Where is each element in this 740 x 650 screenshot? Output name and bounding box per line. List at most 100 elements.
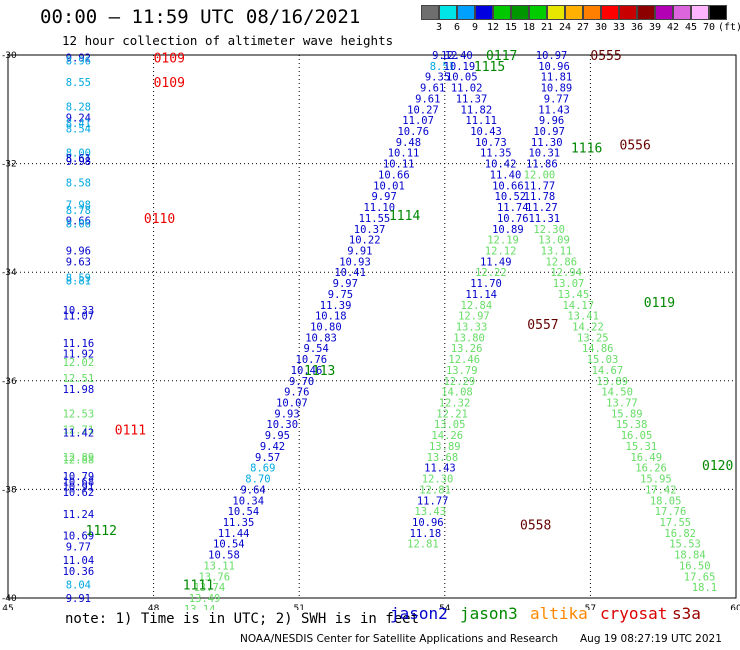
wave-height-point: 13.89 — [596, 376, 628, 388]
wave-height-point: 14.17 — [562, 300, 594, 312]
wave-height-point: 13.41 — [567, 311, 599, 323]
wave-height-point: 10.73 — [475, 137, 507, 149]
wave-height-point: 11.35 — [480, 148, 512, 160]
wave-height-point: 10.89 — [492, 224, 524, 236]
wave-height-point: 12.00 — [524, 169, 556, 181]
wave-height-point: 11.40 — [490, 169, 522, 181]
wave-height-point: 11.86 — [526, 159, 558, 171]
wave-height-point: 11.78 — [524, 191, 556, 203]
scale-swatch — [565, 5, 583, 20]
y-tick-label: -32 — [2, 160, 17, 170]
wave-height-point: 15.95 — [640, 474, 672, 486]
wave-height-point: 8.28 — [66, 102, 91, 114]
wave-height-point: 9.75 — [328, 289, 353, 301]
wave-height-point: 16.26 — [635, 463, 667, 475]
wave-height-point: 11.27 — [526, 202, 558, 214]
wave-height-point: 9.66 — [66, 216, 91, 228]
wave-height-point: 9.92 — [66, 53, 91, 65]
pass-time-label: 0110 — [144, 212, 175, 227]
satellite-cryosat: cryosat — [600, 604, 668, 623]
wave-height-point: 17.42 — [645, 484, 677, 496]
wave-height-point: 10.79 — [63, 471, 95, 483]
wave-height-point: 10.41 — [334, 267, 366, 279]
wave-height-point: 10.01 — [373, 180, 405, 192]
wave-height-point: 8.61 — [66, 153, 91, 165]
scale-swatch — [637, 5, 655, 20]
wave-height-point: 14.22 — [572, 322, 604, 334]
wave-height-point: 9.93 — [274, 408, 299, 420]
wave-height-point: 13.68 — [427, 452, 459, 464]
wave-height-point: 11.49 — [480, 256, 512, 268]
wave-height-point: 18.05 — [650, 495, 682, 507]
wave-height-point: 11.81 — [541, 72, 573, 84]
wave-height-point: 10.89 — [541, 83, 573, 95]
wave-height-point: 11.43 — [538, 104, 570, 116]
wave-height-point: 10.91 — [63, 482, 95, 494]
wave-height-point: 11.18 — [410, 528, 442, 540]
wave-height-point: 11.77 — [524, 180, 556, 192]
grid-lines — [7, 54, 737, 599]
wave-height-point: 10.52 — [495, 191, 527, 203]
wave-height-point: 8.81 — [66, 275, 91, 287]
wave-height-point: 10.37 — [354, 224, 386, 236]
scale-label: 70 — [702, 22, 716, 33]
wave-height-point: 12.51 — [63, 373, 95, 385]
wave-height-point: 10.69 — [63, 531, 95, 543]
wave-height-point: 9.91 — [66, 593, 91, 605]
wave-height-point: 13.77 — [606, 398, 638, 410]
scale-swatch — [673, 5, 691, 20]
wave-height-point: 9.96 — [539, 115, 564, 127]
scale-swatch — [709, 5, 727, 20]
wave-height-point: 9.97 — [333, 278, 358, 290]
x-tick-label: 45 — [2, 604, 13, 610]
scale-swatch — [619, 5, 637, 20]
wave-height-point: 10.46 — [291, 365, 323, 377]
wave-height-point: 13.76 — [198, 571, 230, 583]
wave-height-point: 10.54 — [213, 539, 245, 551]
x-tick-label: 48 — [148, 604, 160, 610]
scale-label: 21 — [540, 22, 554, 33]
wave-height-point: 12.29 — [444, 376, 476, 388]
pass-time-label: 1114 — [389, 209, 420, 224]
pass-time-label: 0109 — [154, 76, 185, 91]
wave-height-point: 10.11 — [383, 159, 415, 171]
wave-height-point: 8.70 — [245, 474, 270, 486]
wave-height-point: 13.80 — [453, 332, 485, 344]
scale-swatch — [421, 5, 439, 20]
scale-label: 15 — [504, 22, 518, 33]
pass-time-label: 0119 — [644, 296, 675, 311]
wave-height-point: 16.49 — [630, 452, 662, 464]
wave-height-point: 13.07 — [553, 278, 585, 290]
wave-height-point: 12.40 — [441, 50, 473, 62]
scale-label: 18 — [522, 22, 536, 33]
scale-swatch — [475, 5, 493, 20]
wave-height-point: 17.76 — [655, 506, 687, 518]
wave-height-point: 10.43 — [470, 126, 502, 138]
scale-label: 27 — [576, 22, 590, 33]
wave-height-point: 13.74 — [194, 582, 226, 594]
scale-swatch — [547, 5, 565, 20]
wave-height-point: 8.51 — [430, 61, 455, 73]
wave-height-point: 16.82 — [664, 528, 696, 540]
wave-height-point: 9.97 — [371, 191, 396, 203]
pass-time-label: 0555 — [590, 49, 621, 64]
wave-height-point: 10.96 — [538, 61, 570, 73]
wave-height-point: 10.58 — [208, 550, 240, 562]
wave-height-point: 11.70 — [470, 278, 502, 290]
wave-height-point: 10.19 — [444, 61, 476, 73]
wave-height-point: 13.09 — [538, 235, 570, 247]
wave-height-point: 12.97 — [458, 311, 490, 323]
wave-height-point: 12.84 — [461, 300, 493, 312]
chart-title: 00:00 – 11:59 UTC 08/16/2021 — [40, 6, 361, 28]
wave-height-point: 8.41 — [66, 118, 91, 130]
wave-height-point: 9.42 — [260, 441, 285, 453]
wave-height-point: 12.30 — [533, 224, 565, 236]
x-tick-label: 60 — [730, 604, 740, 610]
y-tick-label: -34 — [2, 268, 17, 278]
wave-height-point: 8.06 — [66, 218, 91, 230]
satellite-s3a: s3a — [672, 604, 701, 623]
wave-height-point: 8.04 — [66, 579, 91, 591]
wave-height-point: 11.31 — [528, 213, 560, 225]
wave-height-point: 9.76 — [284, 387, 309, 399]
